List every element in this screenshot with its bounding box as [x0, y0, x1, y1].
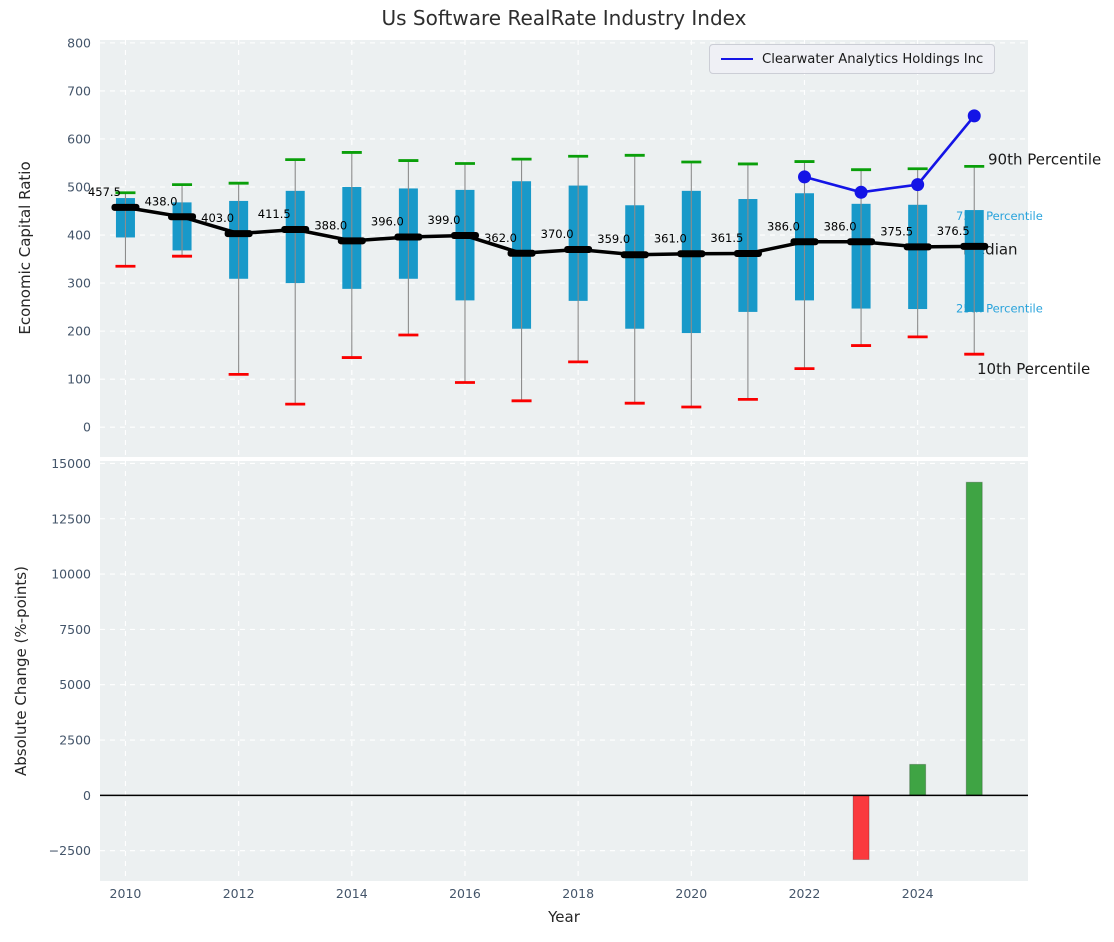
percentile-annotation: 10th Percentile [977, 360, 1090, 378]
x-tick-label: 2024 [902, 886, 934, 901]
median-marker [507, 249, 536, 257]
bottom-plot-background [100, 461, 1028, 881]
median-value-label: 386.0 [824, 219, 857, 233]
x-axis-label: Year [548, 908, 580, 926]
median-value-label: 370.0 [541, 227, 574, 241]
chart-title: Us Software RealRate Industry Index [381, 6, 747, 30]
median-value-label: 375.5 [880, 224, 913, 238]
median-value-label: 399.0 [428, 213, 461, 227]
x-tick-label: 2018 [562, 886, 594, 901]
median-value-label: 403.0 [201, 211, 234, 225]
median-marker [677, 250, 706, 258]
percentile-annotation: 90th Percentile [988, 151, 1101, 169]
median-value-label: 376.5 [937, 224, 970, 238]
bottom-y-tick-label: 10000 [51, 567, 91, 582]
x-tick-label: 2022 [789, 886, 821, 901]
median-marker [337, 237, 366, 245]
top-y-tick-label: 500 [67, 180, 91, 195]
x-tick-label: 2010 [110, 886, 142, 901]
company-line [804, 115, 976, 194]
median-value-label: 359.0 [597, 232, 630, 246]
median-marker [281, 226, 310, 234]
median-value-label: 361.5 [710, 231, 743, 245]
legend: Clearwater Analytics Holdings Inc [709, 44, 996, 74]
median-value-label: 386.0 [767, 219, 800, 233]
top-y-tick-label: 800 [67, 35, 91, 50]
median-marker [790, 238, 819, 246]
median-marker [620, 251, 649, 259]
bottom-y-tick-label: −2500 [49, 843, 91, 858]
median-marker [111, 203, 140, 211]
bottom-y-tick-label: 0 [83, 788, 91, 803]
top-y-tick-label: 200 [67, 324, 91, 339]
median-marker [847, 238, 876, 246]
median-marker [733, 250, 762, 258]
top-y-tick-label: 300 [67, 276, 91, 291]
company-point [967, 109, 981, 123]
x-tick-label: 2020 [675, 886, 707, 901]
median-value-label: 362.0 [484, 231, 517, 245]
legend-line-swatch [721, 58, 753, 60]
bottom-y-tick-label: 12500 [51, 511, 91, 526]
median-marker [960, 242, 989, 250]
legend-label: Clearwater Analytics Holdings Inc [762, 51, 984, 67]
top-y-tick-label: 700 [67, 83, 91, 98]
change-bar [852, 794, 870, 861]
top-y-tick-label: 0 [83, 420, 91, 435]
top-y-tick-label: 600 [67, 131, 91, 146]
median-marker [903, 243, 932, 251]
median-value-label: 411.5 [258, 207, 291, 221]
median-marker [564, 245, 593, 253]
median-line [125, 205, 975, 257]
median-value-label: 457.5 [88, 185, 121, 199]
median-value-label: 361.0 [654, 231, 687, 245]
x-tick-label: 2012 [223, 886, 255, 901]
bottom-y-tick-label: 7500 [59, 622, 91, 637]
median-marker [224, 230, 253, 238]
median-marker [450, 232, 479, 240]
company-point [854, 185, 868, 199]
change-bar [909, 763, 927, 796]
median-value-label: 388.0 [314, 218, 347, 232]
median-marker [394, 233, 423, 241]
company-point [911, 178, 925, 192]
bottom-y-tick-label: 5000 [59, 677, 91, 692]
median-value-label: 396.0 [371, 214, 404, 228]
median-value-label: 438.0 [145, 194, 178, 208]
x-tick-label: 2014 [336, 886, 368, 901]
x-tick-label: 2016 [449, 886, 481, 901]
top-y-tick-label: 400 [67, 228, 91, 243]
top-y-tick-label: 100 [67, 372, 91, 387]
company-point [797, 170, 811, 184]
top-plot-background [100, 40, 1028, 457]
change-bar [965, 481, 983, 796]
bottom-y-tick-label: 15000 [51, 456, 91, 471]
bottom-y-tick-label: 2500 [59, 733, 91, 748]
bottom-y-axis-label: Absolute Change (%-points) [12, 566, 30, 776]
median-marker [168, 213, 197, 221]
top-y-axis-label: Economic Capital Ratio [16, 161, 34, 335]
